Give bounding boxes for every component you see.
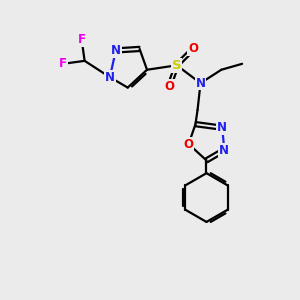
Text: O: O xyxy=(188,42,198,56)
Text: F: F xyxy=(78,33,86,46)
Text: N: N xyxy=(217,121,227,134)
Text: O: O xyxy=(164,80,174,93)
Text: O: O xyxy=(184,138,194,151)
Text: F: F xyxy=(59,57,67,70)
Text: S: S xyxy=(172,59,182,72)
Text: N: N xyxy=(105,71,115,84)
Text: N: N xyxy=(196,76,206,90)
Text: N: N xyxy=(219,143,229,157)
Text: N: N xyxy=(111,44,121,57)
